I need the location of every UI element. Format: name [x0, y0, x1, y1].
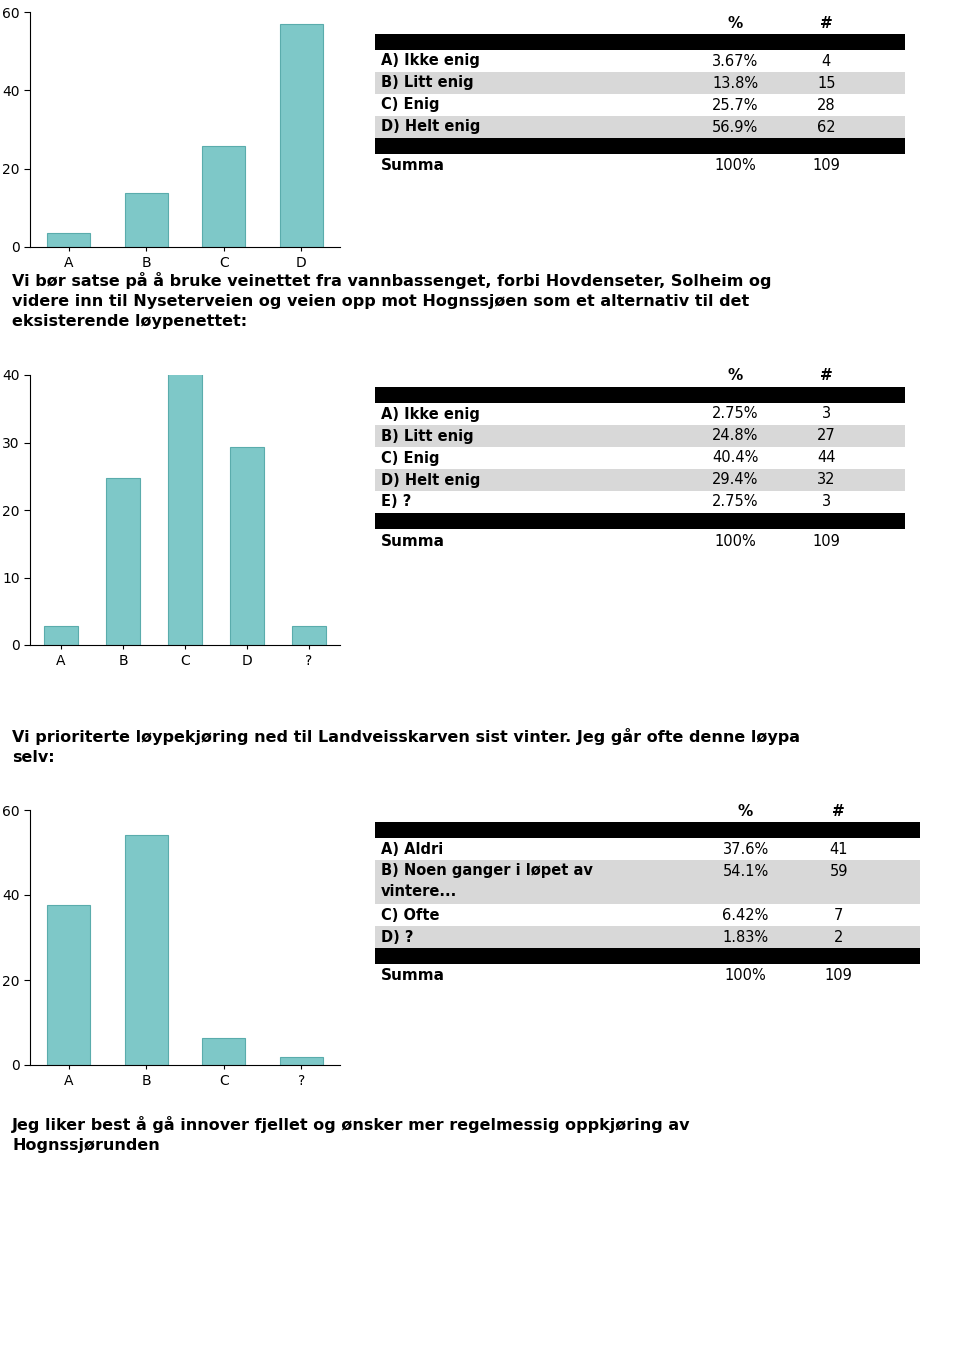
Text: A) Ikke enig: A) Ikke enig — [381, 406, 480, 421]
Text: 3: 3 — [822, 406, 830, 421]
Text: A) Ikke enig: A) Ikke enig — [381, 53, 480, 68]
Text: 109: 109 — [812, 159, 840, 174]
Text: 2.75%: 2.75% — [712, 406, 758, 421]
Bar — [125, 834, 168, 1065]
Text: 25.7%: 25.7% — [712, 98, 758, 113]
Text: %: % — [728, 368, 743, 383]
Text: 62: 62 — [817, 120, 835, 135]
Text: 100%: 100% — [714, 159, 756, 174]
Bar — [47, 905, 90, 1065]
Bar — [375, 512, 905, 529]
Text: 109: 109 — [825, 969, 852, 984]
Bar — [375, 139, 905, 154]
Text: 13.8%: 13.8% — [712, 76, 758, 91]
Bar — [280, 1057, 323, 1065]
Text: Summa: Summa — [381, 969, 445, 984]
Bar — [375, 469, 905, 491]
Text: 2.75%: 2.75% — [712, 495, 758, 510]
Text: %: % — [728, 15, 743, 30]
Text: 6.42%: 6.42% — [723, 908, 769, 923]
Text: 4: 4 — [822, 53, 830, 68]
Bar — [375, 949, 920, 964]
Text: 100%: 100% — [714, 534, 756, 549]
Text: 24.8%: 24.8% — [712, 428, 758, 443]
Text: Summa: Summa — [381, 159, 445, 174]
Bar — [375, 387, 905, 404]
Text: E) ?: E) ? — [381, 495, 412, 510]
Bar — [230, 447, 264, 646]
Text: #: # — [832, 803, 845, 818]
Text: 40.4%: 40.4% — [712, 450, 758, 466]
Text: B) Noen ganger i løpet av: B) Noen ganger i løpet av — [381, 863, 593, 878]
Text: 32: 32 — [817, 473, 835, 488]
Text: 29.4%: 29.4% — [712, 473, 758, 488]
Text: B) Litt enig: B) Litt enig — [381, 76, 473, 91]
Text: 27: 27 — [817, 428, 835, 443]
Text: 2: 2 — [834, 930, 844, 945]
Text: #: # — [820, 15, 832, 30]
Text: 3.67%: 3.67% — [712, 53, 758, 68]
Text: 100%: 100% — [725, 969, 766, 984]
Text: %: % — [738, 803, 754, 818]
Bar — [375, 72, 905, 94]
Bar — [375, 425, 905, 447]
Text: 44: 44 — [817, 450, 835, 466]
Text: 3: 3 — [822, 495, 830, 510]
Text: D) Helt enig: D) Helt enig — [381, 473, 480, 488]
Bar — [125, 193, 168, 247]
Text: C) Ofte: C) Ofte — [381, 908, 440, 923]
Bar — [44, 626, 78, 646]
Text: B) Litt enig: B) Litt enig — [381, 428, 473, 443]
Bar — [375, 34, 905, 50]
Text: Summa: Summa — [381, 534, 445, 549]
Text: #: # — [820, 368, 832, 383]
Text: 109: 109 — [812, 534, 840, 549]
Bar — [168, 372, 202, 646]
Bar — [203, 1038, 245, 1065]
Text: Jeg liker best å gå innover fjellet og ønsker mer regelmessig oppkjøring av
Hogn: Jeg liker best å gå innover fjellet og ø… — [12, 1116, 690, 1152]
Bar — [203, 147, 245, 247]
Text: 37.6%: 37.6% — [723, 841, 769, 856]
Bar — [375, 822, 920, 839]
Text: C) Enig: C) Enig — [381, 98, 440, 113]
Text: C) Enig: C) Enig — [381, 450, 440, 466]
Text: Vi bør satse på å bruke veinettet fra vannbassenget, forbi Hovdenseter, Solheim : Vi bør satse på å bruke veinettet fra va… — [12, 272, 772, 329]
Bar — [375, 116, 905, 139]
Bar — [47, 232, 90, 247]
Text: 54.1%: 54.1% — [723, 863, 769, 878]
Bar — [280, 24, 323, 247]
Text: 59: 59 — [829, 863, 848, 878]
Text: 7: 7 — [834, 908, 844, 923]
Text: 1.83%: 1.83% — [723, 930, 769, 945]
Text: A) Aldri: A) Aldri — [381, 841, 444, 856]
Text: 28: 28 — [817, 98, 835, 113]
Text: D) ?: D) ? — [381, 930, 414, 945]
Bar — [292, 626, 326, 646]
Bar — [375, 925, 920, 949]
Bar — [106, 477, 140, 646]
Text: vintere...: vintere... — [381, 885, 457, 900]
Text: 41: 41 — [829, 841, 848, 856]
Text: 15: 15 — [817, 76, 835, 91]
Text: Vi prioriterte løypekjøring ned til Landveisskarven sist vinter. Jeg går ofte de: Vi prioriterte løypekjøring ned til Land… — [12, 728, 800, 765]
Text: D) Helt enig: D) Helt enig — [381, 120, 480, 135]
Bar — [375, 860, 920, 904]
Text: 56.9%: 56.9% — [712, 120, 758, 135]
